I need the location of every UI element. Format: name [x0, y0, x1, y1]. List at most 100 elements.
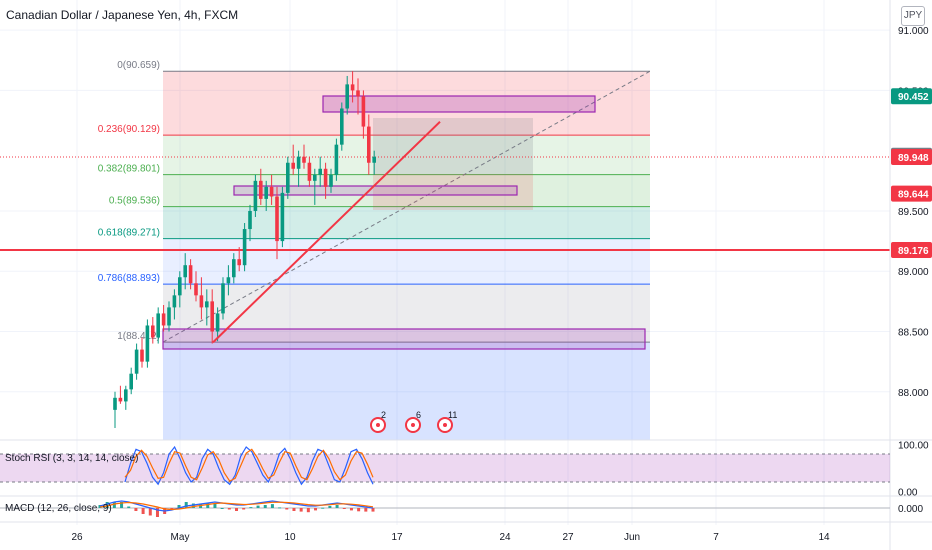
event-marker-count: 6 — [416, 410, 421, 420]
macd-histogram-bar — [141, 508, 145, 514]
candle-body — [199, 295, 204, 308]
time-axis-tick: 14 — [818, 532, 830, 543]
candle-body — [259, 180, 263, 199]
candle-body — [140, 349, 144, 362]
macd-histogram-bar — [335, 505, 339, 508]
price-axis-tick: 88.000 — [898, 388, 929, 399]
price-tag-label: 89.176 — [898, 246, 929, 257]
fib-level-label: 0.236(90.129) — [98, 124, 160, 135]
candle-body — [264, 186, 268, 199]
macd-histogram-bar — [134, 508, 138, 511]
macd-histogram-bar — [227, 508, 231, 510]
candle-body — [269, 186, 274, 197]
macd-histogram-bar — [299, 508, 303, 512]
candle-body — [226, 277, 231, 284]
candle-body — [178, 277, 182, 296]
price-tag-bg — [891, 242, 932, 259]
time-axis-tick: 17 — [391, 532, 403, 543]
macd-histogram-bar — [263, 505, 267, 508]
macd-histogram-bar — [242, 508, 246, 510]
macd-histogram-bar — [105, 502, 109, 508]
fib-zone — [163, 238, 650, 285]
currency-button[interactable]: JPY — [901, 6, 925, 26]
candle-body — [345, 84, 349, 109]
fib-trend-line — [162, 70, 651, 343]
candle-body — [323, 168, 328, 187]
macd-histogram-bar — [342, 508, 346, 509]
macd-histogram-bar — [127, 506, 131, 508]
indicator-label: MACD (12, 26, close, 9) — [5, 503, 112, 514]
candle-body — [334, 144, 339, 175]
macd-histogram-bar — [220, 508, 224, 509]
candle-body — [134, 349, 139, 374]
candle-body — [167, 307, 171, 326]
candle-body — [275, 196, 279, 242]
price-tag-label: 90.452 — [898, 92, 929, 103]
trend-line — [212, 121, 441, 344]
price-tag-bg — [891, 148, 932, 165]
macd-histogram-bar — [314, 508, 318, 511]
fib-zone — [163, 71, 650, 136]
candle-body — [280, 192, 285, 242]
indicator-axis-tick: 0.00 — [898, 487, 918, 498]
price-axis-tick: 91.000 — [898, 26, 929, 37]
candle-body — [361, 96, 366, 127]
fib-level-label: 1(88.412) — [117, 331, 160, 342]
candle-body — [232, 259, 236, 278]
time-axis-tick: 7 — [713, 532, 719, 543]
fib-level-label: 0.786(88.893) — [98, 273, 160, 284]
candle-body — [215, 313, 220, 332]
event-marker-dot — [376, 423, 380, 427]
macd-histogram-bar — [184, 502, 188, 508]
time-axis-tick: 26 — [71, 532, 83, 543]
indicator-series-line — [124, 445, 374, 486]
indicator-axis-tick: 100.00 — [898, 441, 929, 452]
candle-body — [318, 168, 322, 175]
event-marker-dot — [443, 423, 447, 427]
macd-histogram-bar — [270, 504, 274, 508]
indicator-series-line — [99, 501, 374, 511]
candle-body — [307, 162, 312, 181]
fib-zone — [163, 206, 650, 239]
candle-body — [210, 301, 214, 332]
event-marker-count: 2 — [381, 410, 386, 420]
indicator-label: Stoch RSI (3, 3, 14, 14, close) — [5, 453, 138, 464]
demand-zone-rect — [162, 328, 646, 350]
candle-body — [118, 397, 123, 402]
price-axis-tick: 88.500 — [898, 328, 929, 339]
candle-body — [291, 162, 295, 169]
candle-body — [161, 313, 166, 326]
candle-body — [113, 397, 117, 410]
candle-body — [329, 174, 333, 187]
macd-histogram-bar — [206, 503, 210, 508]
mid-zone-rect — [233, 185, 518, 196]
candle-body — [367, 126, 371, 163]
macd-histogram-bar — [371, 508, 375, 512]
macd-histogram-bar — [112, 502, 116, 508]
fib-level-label: 0.618(89.271) — [98, 228, 160, 239]
time-axis-tick: 24 — [499, 532, 511, 543]
candle-body — [124, 389, 128, 402]
price-tag-bg — [891, 185, 932, 202]
candle-body — [221, 283, 225, 314]
price-axis-tick: 89.500 — [898, 207, 929, 218]
candle-body — [302, 156, 306, 163]
candle-body — [248, 210, 252, 230]
fib-level-label: 0(90.659) — [117, 60, 160, 71]
macd-histogram-bar — [357, 508, 361, 512]
macd-histogram-bar — [191, 503, 195, 508]
macd-histogram-bar — [148, 508, 152, 516]
candle-body — [151, 325, 155, 338]
price-tag-bg — [891, 88, 932, 105]
chart-title: Canadian Dollar / Japanese Yen, 4h, FXCM — [6, 8, 239, 22]
time-axis-tick: May — [171, 532, 190, 543]
macd-histogram-bar — [213, 503, 217, 508]
position-box-target — [373, 118, 533, 174]
time-axis-tick: 27 — [562, 532, 574, 543]
candle-body — [253, 180, 258, 211]
macd-histogram-bar — [321, 507, 325, 509]
macd-histogram-bar — [292, 508, 296, 511]
price-tag-label: 89.948 — [898, 153, 929, 164]
candle-body — [350, 84, 355, 91]
